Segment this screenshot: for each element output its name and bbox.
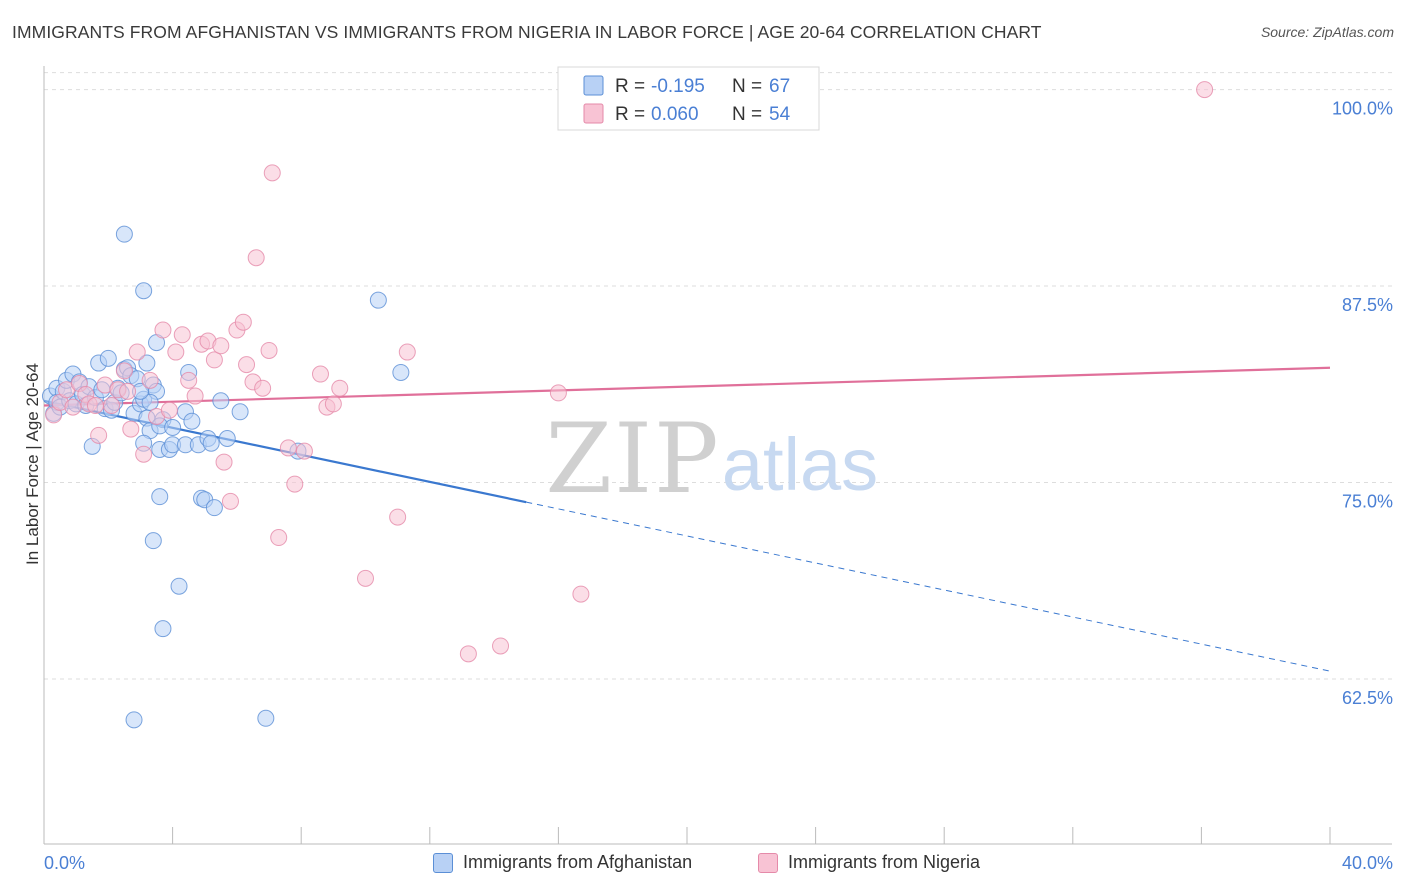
point-nigeria-37 xyxy=(260,341,278,359)
point-afghanistan-37 xyxy=(115,225,133,243)
legend-swatch-afghanistan xyxy=(433,852,453,873)
stats-legend-n-label-afghanistan: N = xyxy=(732,76,762,97)
axes xyxy=(43,66,1392,845)
point-nigeria-22 xyxy=(173,326,191,344)
point-nigeria-43 xyxy=(311,365,329,383)
stats-legend-r-label-afghanistan: R = xyxy=(615,76,645,97)
point-nigeria-41 xyxy=(286,475,304,493)
trend-line-afghanistan-extrapolated xyxy=(526,501,1331,672)
point-nigeria-21 xyxy=(167,343,185,361)
chart-source: Source: ZipAtlas.com xyxy=(1260,24,1394,40)
point-nigeria-47 xyxy=(357,569,374,587)
point-afghanistan-39 xyxy=(138,354,156,372)
point-nigeria-13 xyxy=(119,382,137,400)
stats-legend-r-label-nigeria: R = xyxy=(615,104,645,125)
legend-label-nigeria: Immigrants from Nigeria xyxy=(788,852,981,872)
point-afghanistan-64 xyxy=(231,403,249,421)
point-nigeria-29 xyxy=(215,453,233,471)
watermark-zip: ZIP xyxy=(545,403,720,515)
point-nigeria-3 xyxy=(64,398,82,416)
trend-line-nigeria xyxy=(43,366,1331,407)
point-nigeria-10 xyxy=(103,396,121,414)
stats-legend-r-value-afghanistan: -0.195 xyxy=(651,76,705,97)
point-nigeria-16 xyxy=(135,445,153,463)
point-afghanistan-51 xyxy=(170,577,188,595)
point-afghanistan-61 xyxy=(202,434,220,452)
x-tick-label-end: 40.0% xyxy=(1342,853,1393,873)
point-nigeria-52 xyxy=(549,384,567,402)
point-afghanistan-50 xyxy=(164,418,182,436)
stats-legend: R = -0.195 N = 67 R = 0.060 N = 54 xyxy=(557,66,820,131)
point-nigeria-45 xyxy=(324,395,342,413)
point-nigeria-17 xyxy=(141,371,159,389)
data-points xyxy=(41,81,1214,729)
point-nigeria-39 xyxy=(270,529,288,547)
point-nigeria-14 xyxy=(122,420,140,438)
point-afghanistan-66 xyxy=(257,709,275,727)
stats-legend-swatch-afghanistan xyxy=(583,75,604,96)
legend-label-afghanistan: Immigrants from Afghanistan xyxy=(463,852,693,872)
point-nigeria-51 xyxy=(492,637,510,655)
point-afghanistan-48 xyxy=(154,620,172,638)
point-afghanistan-40 xyxy=(141,393,159,411)
point-nigeria-49 xyxy=(398,343,416,361)
point-afghanistan-19 xyxy=(99,349,117,367)
point-afghanistan-57 xyxy=(205,499,223,517)
point-nigeria-40 xyxy=(279,439,297,457)
point-nigeria-15 xyxy=(128,343,146,361)
y-tick-label-3: 100.0% xyxy=(1332,99,1393,119)
stats-legend-n-label-nigeria: N = xyxy=(732,104,762,125)
point-nigeria-24 xyxy=(186,387,204,405)
point-afghanistan-54 xyxy=(183,412,201,430)
point-afghanistan-38 xyxy=(135,282,153,300)
point-nigeria-54 xyxy=(1196,81,1214,99)
point-nigeria-8 xyxy=(90,426,108,444)
stats-legend-swatch-nigeria xyxy=(583,103,604,124)
watermark-atlas: atlas xyxy=(722,423,878,506)
point-nigeria-38 xyxy=(263,164,281,182)
x-tick-labels: 0.0% 40.0% xyxy=(44,853,1393,873)
point-afghanistan-68 xyxy=(369,291,387,309)
point-nigeria-27 xyxy=(205,351,223,369)
point-afghanistan-63 xyxy=(218,429,236,447)
legend-swatch-nigeria xyxy=(758,852,778,873)
point-nigeria-23 xyxy=(180,371,198,389)
x-tick-label-start: 0.0% xyxy=(44,853,85,873)
point-nigeria-48 xyxy=(389,508,407,526)
point-nigeria-32 xyxy=(234,313,252,331)
point-nigeria-46 xyxy=(331,379,349,397)
point-nigeria-35 xyxy=(247,249,265,267)
stats-legend-n-value-nigeria: 54 xyxy=(769,104,791,125)
y-tick-label-1: 75.0% xyxy=(1342,492,1393,512)
point-nigeria-36 xyxy=(254,379,272,397)
point-nigeria-19 xyxy=(154,321,172,339)
point-nigeria-30 xyxy=(221,492,239,510)
point-nigeria-20 xyxy=(160,401,178,419)
legend-item-nigeria: Immigrants from Nigeria xyxy=(758,852,980,873)
series-legend: Immigrants from Afghanistan Immigrants f… xyxy=(0,852,1406,878)
point-afghanistan-45 xyxy=(144,532,162,550)
point-afghanistan-62 xyxy=(212,392,230,410)
point-afghanistan-65 xyxy=(125,711,143,729)
point-afghanistan-47 xyxy=(151,488,169,506)
point-nigeria-53 xyxy=(572,585,590,603)
chart-title: IMMIGRANTS FROM AFGHANISTAN VS IMMIGRANT… xyxy=(12,22,1042,42)
legend-item-afghanistan: Immigrants from Afghanistan xyxy=(433,852,692,873)
point-nigeria-7 xyxy=(86,396,104,414)
point-nigeria-28 xyxy=(212,337,230,355)
point-nigeria-12 xyxy=(115,362,133,380)
stats-legend-n-value-afghanistan: 67 xyxy=(769,76,790,97)
stats-legend-r-value-nigeria: 0.060 xyxy=(651,104,699,125)
y-tick-label-2: 87.5% xyxy=(1342,295,1393,315)
point-nigeria-50 xyxy=(459,645,477,663)
watermark: ZIP atlas xyxy=(545,403,878,515)
point-afghanistan-69 xyxy=(392,363,410,381)
gridlines xyxy=(44,72,1392,680)
y-tick-labels: 62.5% 75.0% 87.5% 100.0% xyxy=(1332,99,1393,708)
point-nigeria-42 xyxy=(295,442,313,460)
y-tick-label-0: 62.5% xyxy=(1342,688,1393,708)
point-nigeria-33 xyxy=(238,356,256,374)
